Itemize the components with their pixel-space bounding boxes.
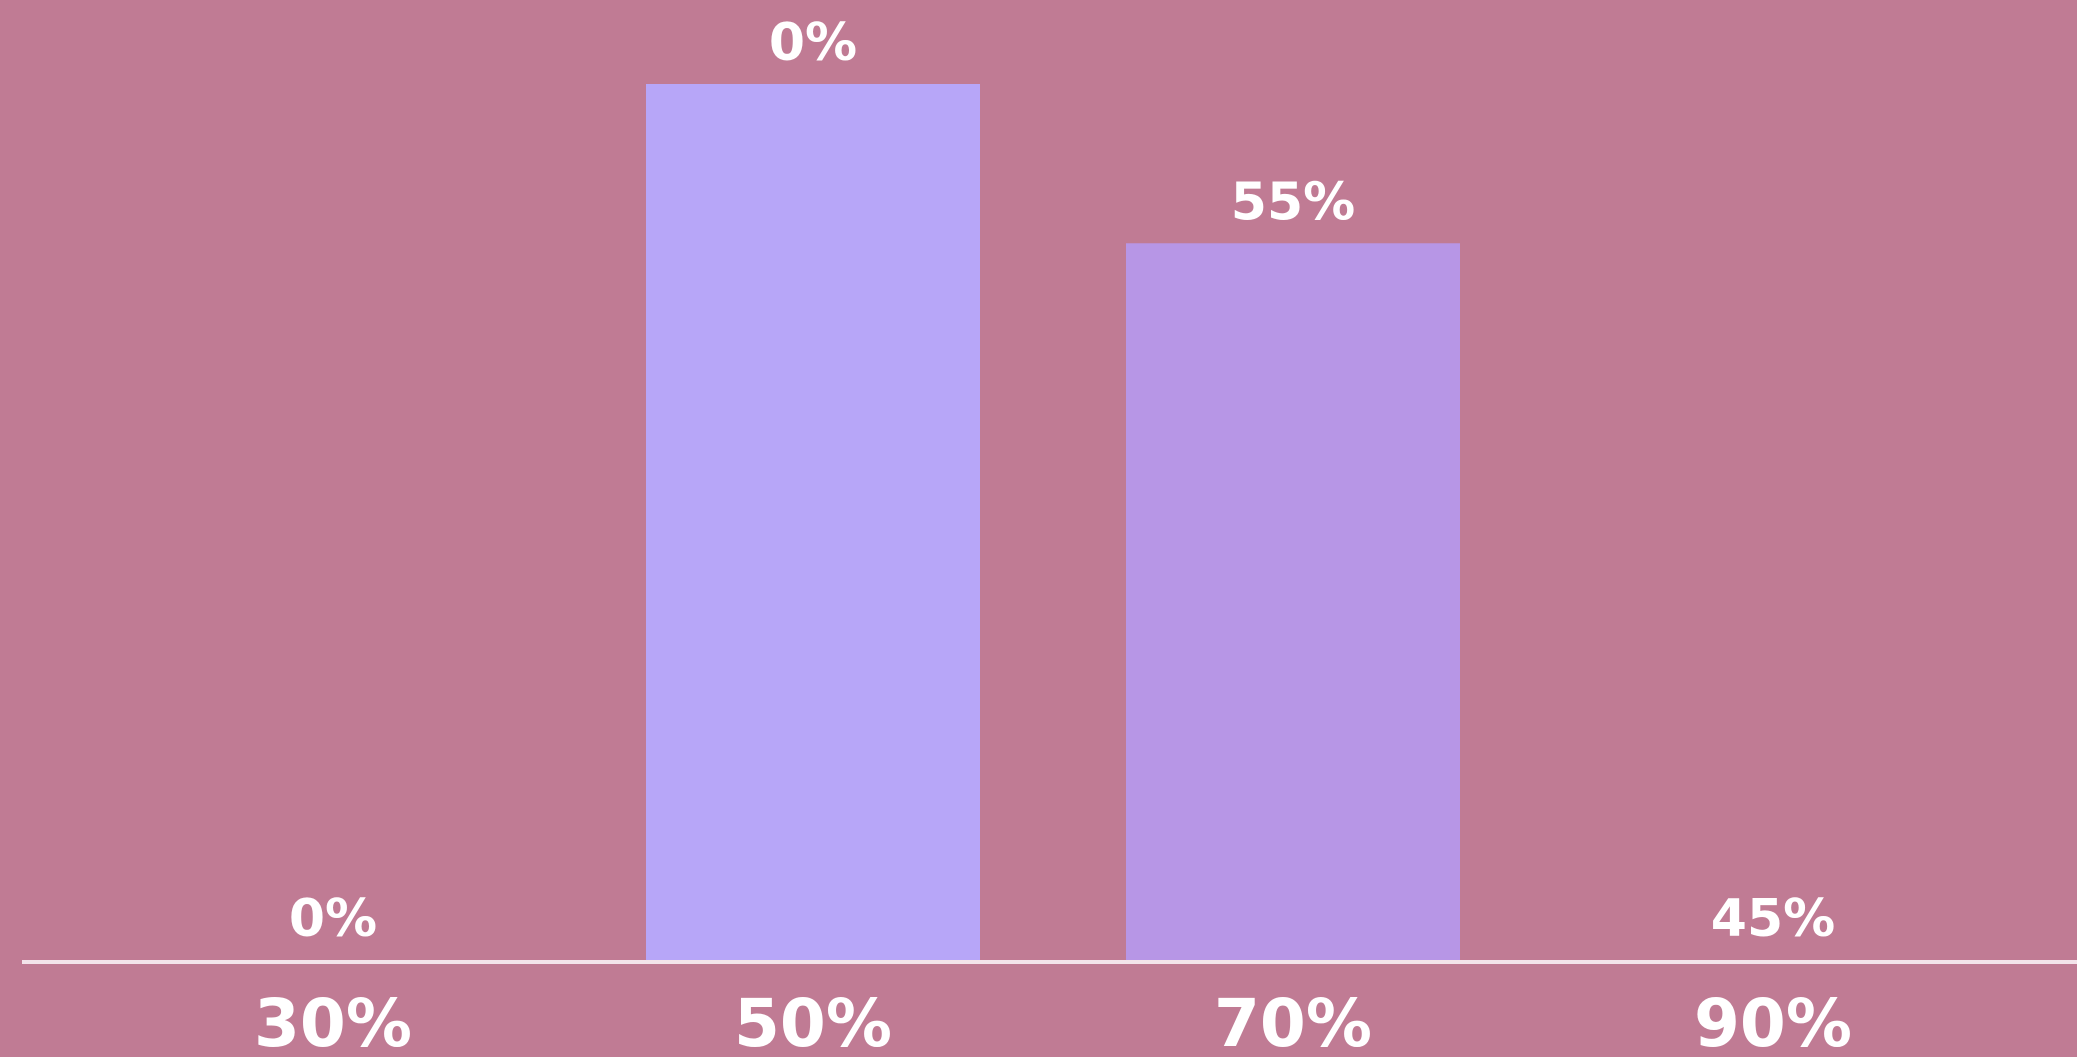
data-label-70pct: 55% [1231,172,1355,232]
x-tick-label-50pct: 50% [734,985,892,1057]
data-label-50pct: 0% [769,13,857,73]
x-tick-labels-group: 30% 50% 70% 90% [254,985,1852,1057]
bars-group [646,84,1460,961]
bar-50pct [646,84,980,960]
x-tick-label-90pct: 90% [1694,985,1852,1057]
x-tick-label-70pct: 70% [1214,985,1372,1057]
x-tick-label-30pct: 30% [254,985,412,1057]
value-labels-group: 0% 0% 55% 45% [289,13,1835,949]
data-label-90pct: 45% [1711,889,1835,949]
data-label-30pct: 0% [289,889,377,949]
bar-70pct [1126,243,1460,961]
